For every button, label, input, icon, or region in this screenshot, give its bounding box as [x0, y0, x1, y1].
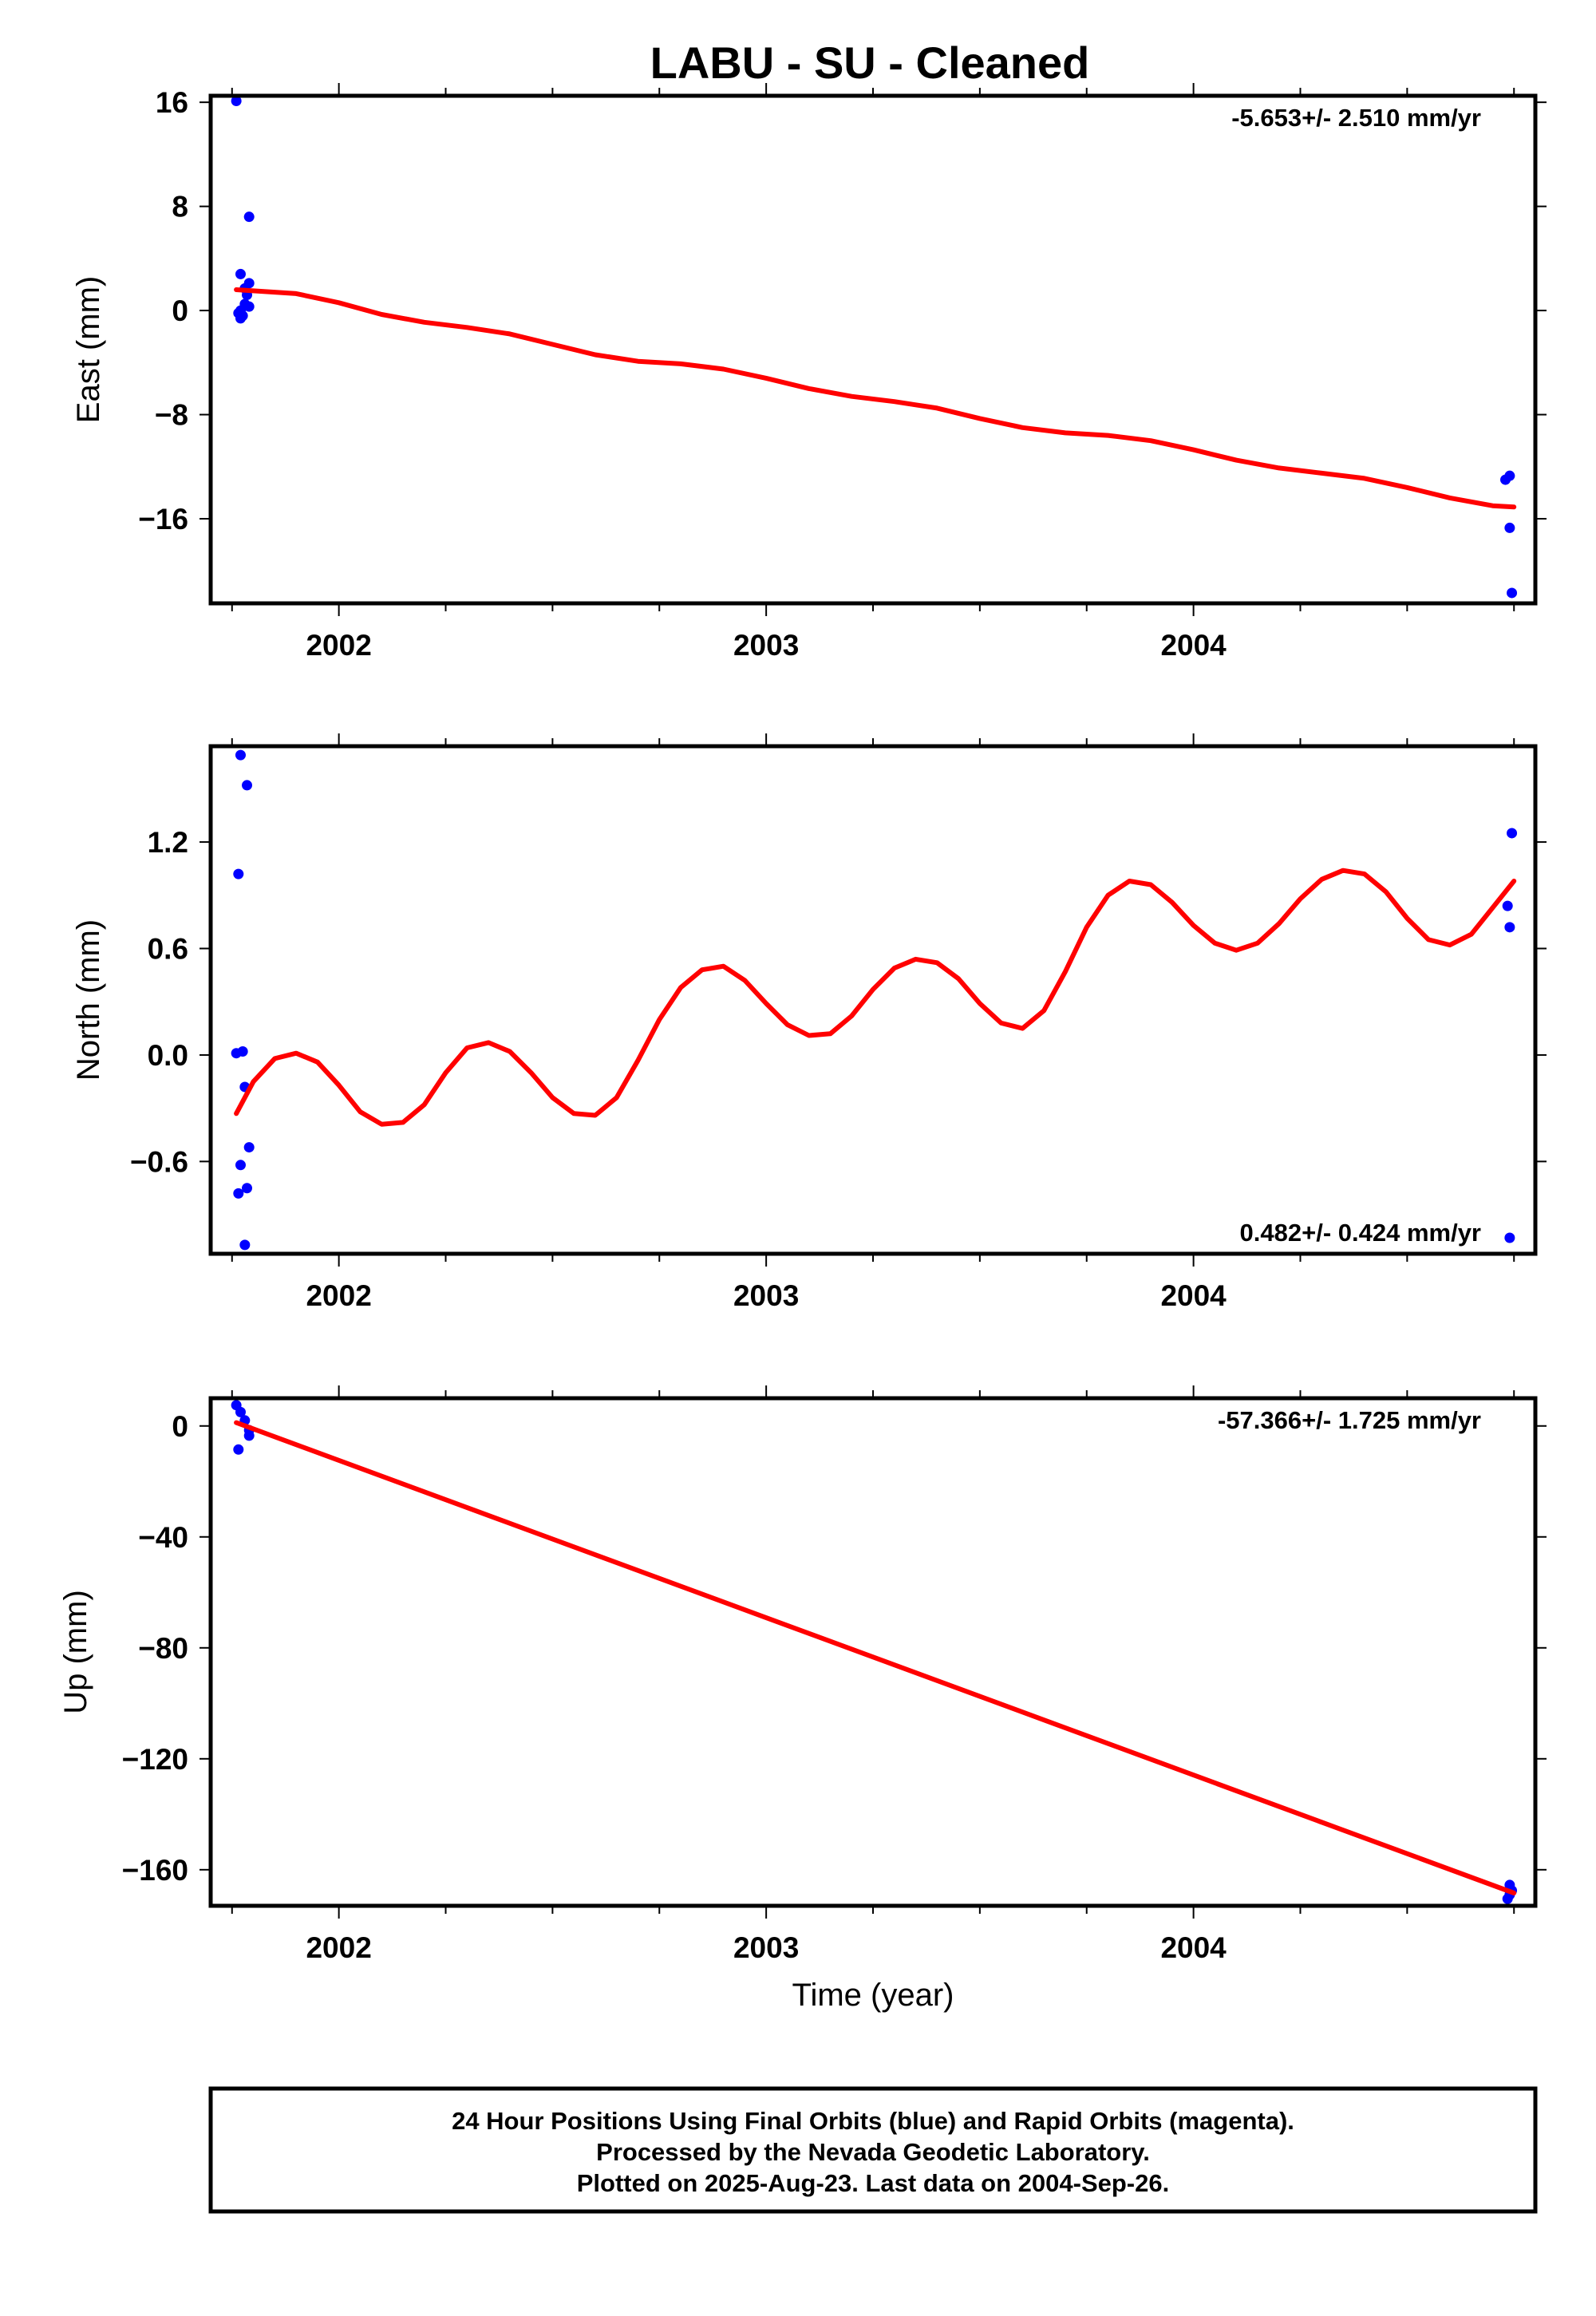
footer-line-plotted: Plotted on 2025-Aug-23. Last data on 200…	[577, 2169, 1169, 2197]
north-x-tick-label: 2004	[1160, 1279, 1227, 1312]
east-x-tick-label: 2003	[733, 629, 799, 662]
north-data-point	[235, 749, 246, 761]
north-panel: 2002 2003 2004 1.2 0.6 0.0 −0.6 North (mm) 0.482…	[71, 733, 1547, 1312]
east-data-point	[1504, 522, 1515, 533]
north-data-point	[1504, 1232, 1515, 1243]
east-y-axis-label: East (mm)	[71, 276, 106, 423]
up-data-point	[233, 1444, 244, 1455]
east-y-tick-label: −8	[155, 399, 188, 432]
east-data-point	[243, 301, 255, 312]
east-data-point	[1507, 587, 1518, 599]
up-data-point	[1502, 1893, 1513, 1904]
footer-line-processed: Processed by the Nevada Geodetic Laborat…	[596, 2138, 1150, 2166]
north-rate-label: 0.482+/- 0.424 mm/yr	[1240, 1219, 1481, 1247]
up-rate-label: -57.366+/- 1.725 mm/yr	[1218, 1406, 1481, 1434]
up-y-tick-label: 0	[172, 1410, 188, 1443]
east-data-point	[235, 313, 246, 324]
east-y-tick-label: 16	[156, 86, 188, 119]
north-model-fit-line	[234, 868, 1517, 1127]
up-x-tick-label: 2003	[733, 1931, 799, 1964]
east-rate-label: -5.653+/- 2.510 mm/yr	[1231, 104, 1481, 132]
north-y-tick-label: −0.6	[130, 1145, 188, 1178]
north-plot-frame	[208, 744, 1538, 1256]
north-data-point	[237, 1045, 248, 1057]
up-y-axis-label: Up (mm)	[58, 1590, 93, 1714]
footer-line-orbits: 24 Hour Positions Using Final Orbits (bl…	[452, 2107, 1294, 2135]
up-x-axis-label: Time (year)	[792, 1978, 954, 2013]
east-x-tick-label: 2004	[1160, 629, 1227, 662]
east-data-point	[235, 268, 246, 279]
east-panel: 2002 2003 2004 16 8 0 −8 −16 East (mm) -5.653+/- …	[71, 83, 1547, 662]
north-data-point	[233, 1188, 244, 1199]
footer-box: 24 Hour Positions Using Final Orbits (bl…	[208, 2086, 1538, 2214]
up-model-fit-line	[234, 1420, 1517, 1895]
north-data-point	[239, 1239, 251, 1251]
north-y-tick-label: 0.0	[148, 1039, 188, 1072]
north-data-point	[1502, 900, 1513, 911]
up-panel: 2002 2003 2004 0 −40 −80 −120 −160 Up (mm) Time (…	[58, 1385, 1547, 2013]
east-data-point	[1504, 470, 1515, 481]
north-y-tick-label: 0.6	[148, 933, 188, 966]
north-data-point	[1504, 922, 1515, 933]
east-data-point	[243, 211, 255, 223]
east-y-tick-label: 8	[172, 191, 188, 223]
up-plot-frame	[208, 1396, 1538, 1908]
north-x-tick-label: 2002	[306, 1279, 371, 1312]
north-y-tick-label: 1.2	[148, 826, 188, 859]
north-data-point	[1507, 828, 1518, 839]
north-y-axis-label: North (mm)	[71, 919, 106, 1081]
east-data-point	[231, 96, 242, 107]
east-x-tick-label: 2002	[306, 629, 371, 662]
up-x-tick-label: 2002	[306, 1931, 371, 1964]
up-x-tick-label: 2004	[1160, 1931, 1227, 1964]
north-x-tick-label: 2003	[733, 1279, 799, 1312]
figure-title: LABU - SU - Cleaned	[650, 38, 1090, 88]
east-y-tick-label: 0	[172, 294, 188, 327]
up-y-tick-label: −120	[122, 1743, 188, 1776]
north-data-point	[242, 1183, 253, 1194]
north-data-point	[242, 780, 253, 791]
north-data-point	[235, 1160, 246, 1171]
north-data-point	[243, 1142, 255, 1153]
east-plot-frame	[208, 93, 1538, 606]
up-y-tick-label: −80	[138, 1632, 188, 1665]
north-data-point	[233, 868, 244, 879]
east-model-fit-line	[234, 287, 1517, 510]
up-data-point	[235, 1406, 246, 1417]
footer-frame	[208, 2086, 1538, 2214]
up-y-tick-label: −40	[138, 1521, 188, 1554]
up-y-tick-label: −160	[122, 1854, 188, 1887]
up-data-point	[243, 1430, 255, 1441]
east-y-tick-label: −16	[138, 503, 188, 536]
